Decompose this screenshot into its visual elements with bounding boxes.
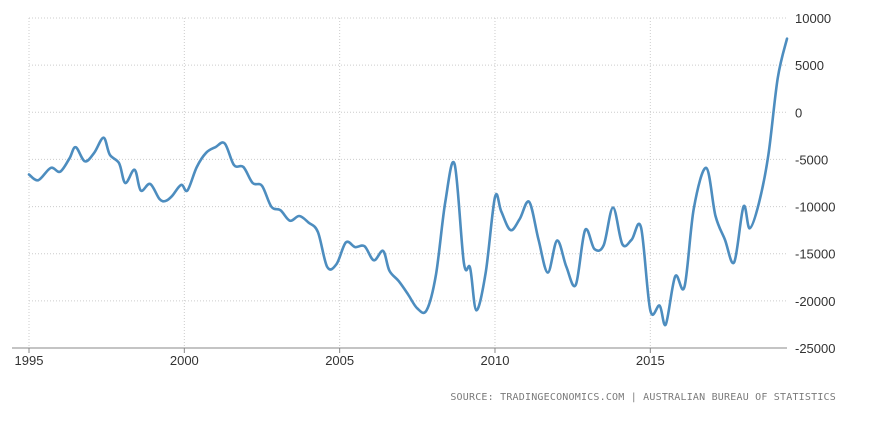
- grid-lines: [28, 17, 787, 348]
- x-axis-ticks: 1995 2000 2005 2010 2015: [15, 348, 665, 368]
- x-tick-label: 2000: [170, 353, 199, 368]
- y-tick-label: -15000: [795, 247, 835, 262]
- x-tick-label: 2010: [481, 353, 510, 368]
- y-tick-label: -25000: [795, 341, 835, 356]
- y-tick-label: 0: [795, 105, 802, 120]
- x-tick-label: 1995: [15, 353, 44, 368]
- series-line: [27, 37, 789, 327]
- x-tick-label: 2015: [636, 353, 665, 368]
- y-axis-ticks: 10000 5000 0 -5000 -10000 -15000 -20000 -25000: [795, 11, 835, 356]
- y-tick-label: 5000: [795, 58, 824, 73]
- y-tick-label: -5000: [795, 152, 828, 167]
- x-tick-label: 2005: [325, 353, 354, 368]
- source-note: SOURCE: TRADINGECONOMICS.COM | AUSTRALIA…: [450, 392, 836, 403]
- y-tick-label: 10000: [795, 11, 831, 26]
- y-tick-label: -10000: [795, 200, 835, 215]
- y-tick-label: -20000: [795, 294, 835, 309]
